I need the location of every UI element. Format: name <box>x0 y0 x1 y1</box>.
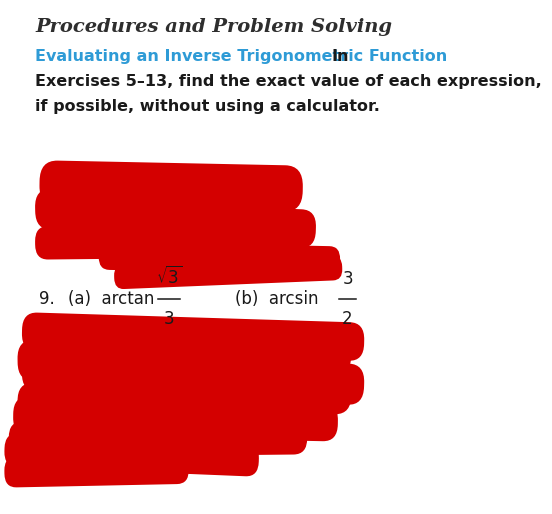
Text: $\sqrt{3}$: $\sqrt{3}$ <box>156 266 182 288</box>
Text: 3: 3 <box>163 310 174 328</box>
FancyBboxPatch shape <box>99 242 340 274</box>
Text: Exercises 5–13, find the exact value of each expression,: Exercises 5–13, find the exact value of … <box>35 74 542 89</box>
FancyBboxPatch shape <box>4 433 259 476</box>
FancyBboxPatch shape <box>13 397 338 441</box>
FancyBboxPatch shape <box>114 256 342 289</box>
Text: (b)  arcsin: (b) arcsin <box>235 290 319 308</box>
Text: if possible, without using a calculator.: if possible, without using a calculator. <box>35 99 380 114</box>
Text: 9.: 9. <box>40 290 55 308</box>
Text: Evaluating an Inverse Trigonometric Function: Evaluating an Inverse Trigonometric Func… <box>35 49 447 64</box>
Text: Procedures and Problem Solving: Procedures and Problem Solving <box>35 18 392 36</box>
FancyBboxPatch shape <box>44 199 316 248</box>
FancyBboxPatch shape <box>40 160 303 212</box>
FancyBboxPatch shape <box>9 418 307 457</box>
FancyBboxPatch shape <box>18 373 351 424</box>
Text: (a)  arctan: (a) arctan <box>68 290 155 308</box>
Text: 3: 3 <box>342 270 353 288</box>
FancyBboxPatch shape <box>35 181 290 230</box>
FancyBboxPatch shape <box>35 224 299 260</box>
FancyBboxPatch shape <box>18 334 351 381</box>
Text: 2: 2 <box>342 310 353 328</box>
FancyBboxPatch shape <box>4 453 189 487</box>
Text: In: In <box>331 49 349 64</box>
FancyBboxPatch shape <box>22 313 364 361</box>
FancyBboxPatch shape <box>22 351 364 405</box>
